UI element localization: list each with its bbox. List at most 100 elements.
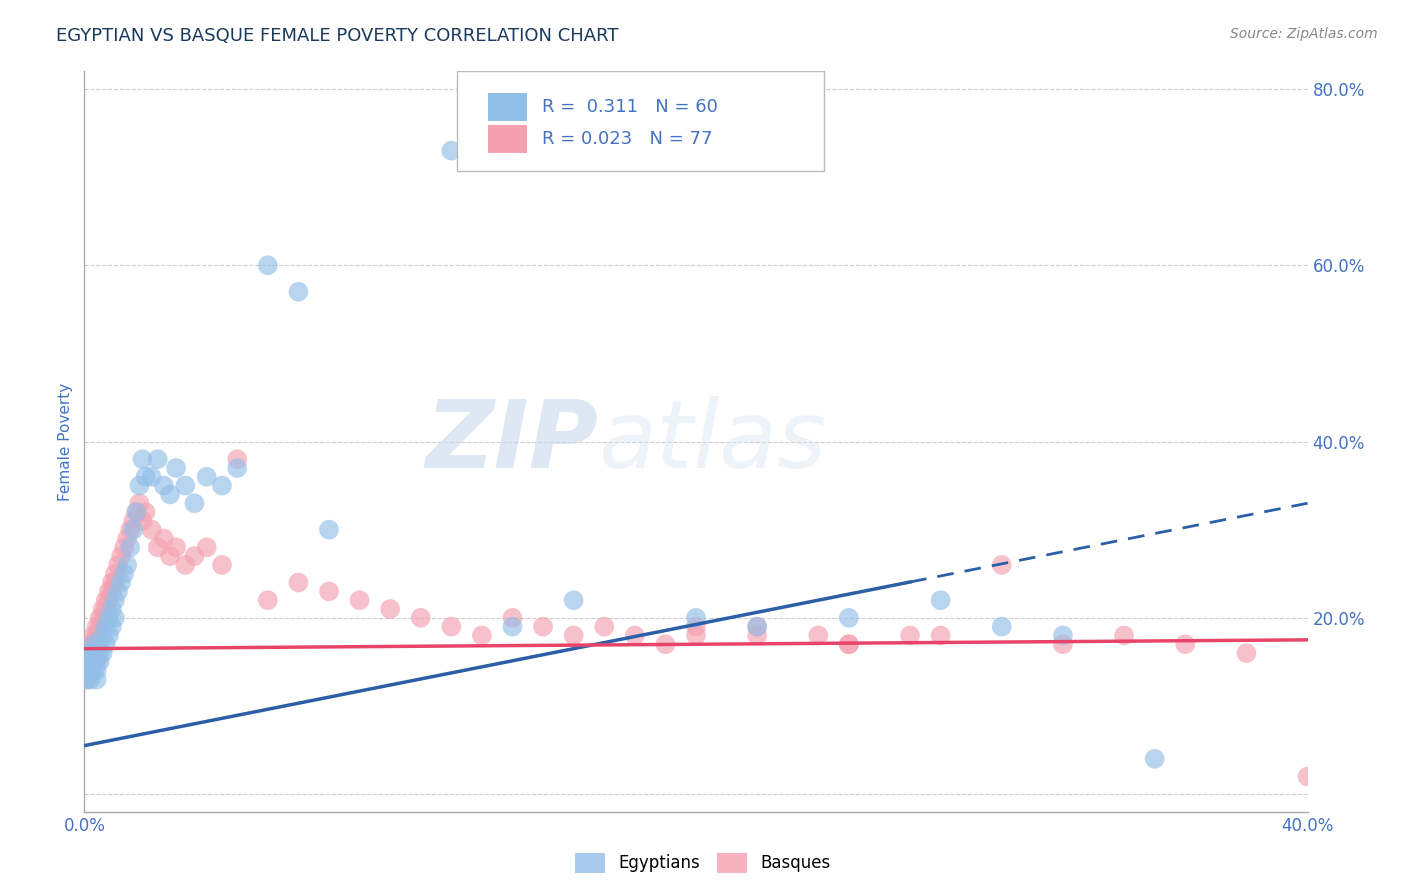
Point [929,593,952,607]
Point [929,628,952,642]
Point [115,558,138,572]
FancyBboxPatch shape [488,125,527,153]
Point [122,523,145,537]
Point [1143,752,1166,766]
Point [97,584,120,599]
Point [76,655,98,669]
Point [83,664,105,678]
Point [159,549,181,563]
Point [83,655,105,669]
Point [1052,628,1074,642]
Point [654,637,676,651]
Point [83,628,105,642]
Point [104,566,127,581]
Point [83,646,105,660]
Point [86,619,108,633]
Point [1174,637,1197,651]
Point [91,646,114,660]
Point [79,664,101,678]
Point [89,646,111,660]
Point [135,470,157,484]
Point [76,664,98,678]
Point [1296,769,1319,783]
Point [89,655,111,669]
Point [107,558,129,572]
Point [79,673,101,687]
Point [211,558,233,572]
Point [97,611,120,625]
Point [83,655,105,669]
Point [141,523,163,537]
Point [747,628,769,642]
Point [76,655,98,669]
Point [1114,628,1136,642]
Point [153,532,176,546]
Point [287,285,309,299]
Point [502,611,524,625]
Point [471,628,494,642]
Point [991,619,1014,633]
Point [380,602,402,616]
Point [562,628,585,642]
Point [165,541,187,555]
Point [174,558,197,572]
Point [104,575,127,590]
Point [79,646,101,660]
Point [685,619,707,633]
Point [991,558,1014,572]
Point [440,144,463,158]
Point [1236,646,1258,660]
Point [76,646,98,660]
Point [135,505,157,519]
Point [1052,637,1074,651]
Point [685,611,707,625]
Point [125,505,148,519]
Text: EGYPTIAN VS BASQUE FEMALE POVERTY CORRELATION CHART: EGYPTIAN VS BASQUE FEMALE POVERTY CORREL… [56,27,619,45]
Point [128,478,150,492]
Point [79,637,101,651]
Point [94,602,117,616]
Point [195,541,218,555]
Point [226,461,249,475]
Point [83,637,105,651]
Point [838,637,860,651]
Point [593,619,616,633]
Legend: Egyptians, Basques: Egyptians, Basques [568,847,838,880]
Point [349,593,371,607]
Point [146,452,169,467]
Point [747,619,769,633]
Text: ZIP: ZIP [425,395,598,488]
Point [115,532,138,546]
Point [531,619,554,633]
FancyBboxPatch shape [488,93,527,121]
Point [747,619,769,633]
Point [89,628,111,642]
Point [107,584,129,599]
Point [125,505,148,519]
Point [257,258,280,272]
Point [624,628,647,642]
Point [101,575,124,590]
Text: Source: ZipAtlas.com: Source: ZipAtlas.com [1230,27,1378,41]
Point [89,637,111,651]
Point [97,628,120,642]
Point [318,523,340,537]
Point [94,619,117,633]
Point [86,673,108,687]
Point [101,619,124,633]
Point [89,619,111,633]
Point [83,646,105,660]
Point [183,549,205,563]
Point [79,655,101,669]
Point [128,496,150,510]
Point [122,514,145,528]
Point [226,452,249,467]
Point [898,628,921,642]
Point [76,646,98,660]
Point [807,628,830,642]
Point [94,593,117,607]
Point [183,496,205,510]
Point [409,611,432,625]
Point [89,611,111,625]
Point [83,637,105,651]
